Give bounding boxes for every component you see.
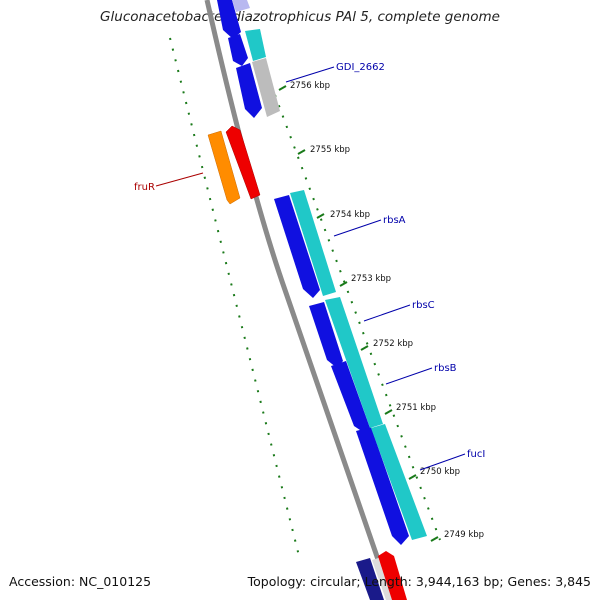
gene-top-cyan-1[interactable] (245, 29, 266, 61)
genome-summary-text: Topology: circular; Length: 3,944,163 bp… (247, 574, 591, 589)
gene-rbs-blue-1[interactable] (274, 195, 320, 298)
tick-label-2751: 2751 kbp (396, 403, 436, 413)
tick-label-2753: 2753 kbp (351, 274, 391, 284)
tick-label-2752: 2752 kbp (373, 339, 413, 349)
gene-cluster-bottom[interactable] (356, 551, 407, 600)
gene-rbs-blue-2[interactable] (309, 302, 343, 368)
gene-rbs-blue-3[interactable] (331, 361, 370, 432)
tick-label-2755: 2755 kbp (310, 145, 350, 155)
genome-backbone (204, 0, 395, 600)
gene-top-blue-1[interactable] (217, 0, 241, 39)
gene-label-fucI[interactable]: fucI (467, 449, 485, 460)
tick-label-2750: 2750 kbp (420, 467, 460, 477)
accession-text: Accession: NC_010125 (9, 574, 152, 589)
gene-bottom-red[interactable] (378, 551, 407, 600)
outer-dotted-track (169, 37, 301, 561)
cds-cyan-1[interactable] (290, 190, 336, 296)
gene-label-rbsB[interactable]: rbsB (434, 363, 457, 374)
cds-cyan-2[interactable] (325, 297, 383, 428)
gene-fruR-group[interactable] (207, 125, 261, 205)
gene-cluster-top[interactable] (217, 0, 280, 118)
cds-cyan-3[interactable] (371, 424, 427, 540)
gene-top-blue-3[interactable] (236, 63, 262, 118)
gene-label-fruR[interactable]: fruR (134, 182, 155, 193)
tick-marks (278, 85, 439, 542)
gene-label-rbsA[interactable]: rbsA (383, 215, 406, 226)
tick-label-2756: 2756 kbp (290, 81, 330, 91)
inner-dotted-track (274, 94, 441, 541)
gene-fruR-red[interactable] (225, 125, 261, 200)
gene-top-blue-2[interactable] (228, 34, 248, 66)
tick-label-2749: 2749 kbp (444, 530, 484, 540)
gene-rbs-blue-4[interactable] (356, 427, 409, 545)
tick-label-2754: 2754 kbp (330, 210, 370, 220)
gene-label-rbsC[interactable]: rbsC (412, 300, 435, 311)
gene-rna-gray[interactable] (252, 58, 280, 117)
gene-label-GDI_2662[interactable]: GDI_2662 (336, 62, 385, 73)
gene-fruR-orange[interactable] (207, 130, 241, 205)
gene-bottom-navy[interactable] (356, 558, 384, 600)
gene-top-lightblue[interactable] (232, 0, 250, 12)
gene-cluster-main[interactable] (274, 190, 427, 545)
map-title: Gluconacetobacter diazotrophicus PAl 5, … (100, 9, 500, 25)
gene-label-leaders (155, 66, 466, 471)
